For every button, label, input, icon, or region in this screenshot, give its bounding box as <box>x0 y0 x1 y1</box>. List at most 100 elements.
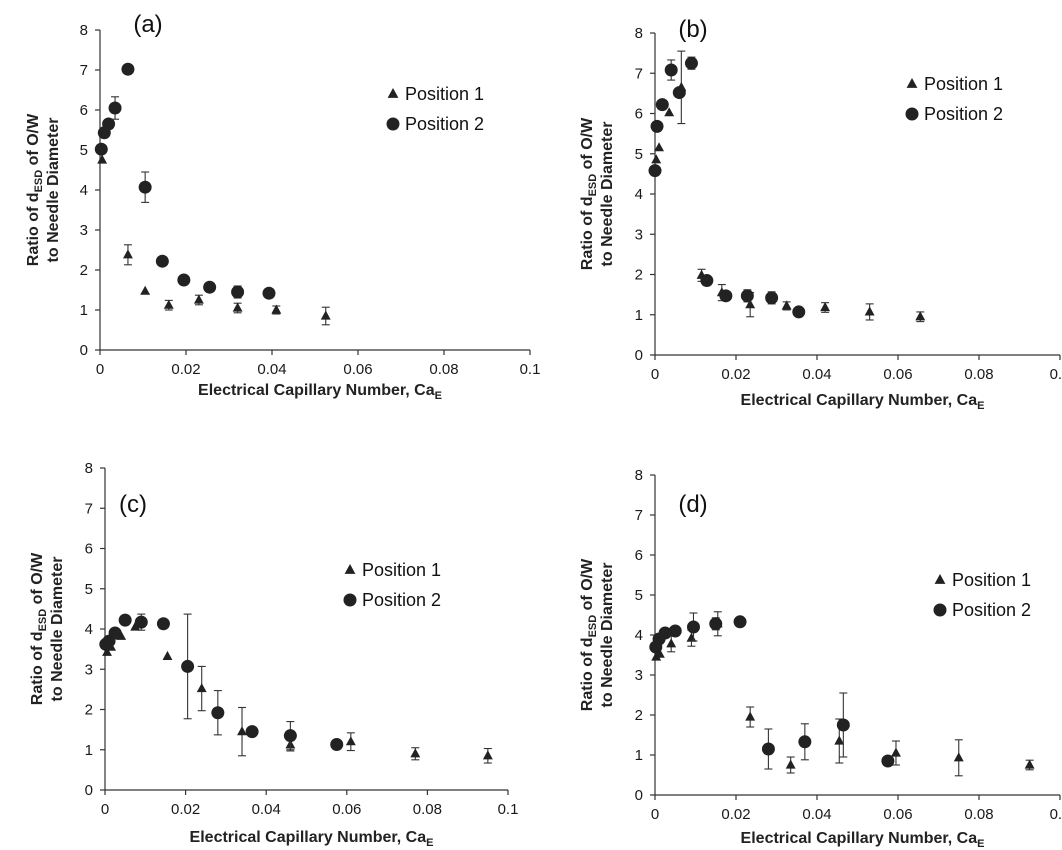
data-point-circle <box>650 119 664 133</box>
legend-marker-circle <box>905 107 919 121</box>
chart-panel-2: 0 1 2 3 4 5 6 7 8 0 0.02 0.04 0.06 0.08 0.1 (b) Electric… <box>579 16 1062 412</box>
series-position-2 <box>99 613 344 752</box>
x-tick-label: 0.04 <box>252 801 281 818</box>
data-point-triangle <box>271 304 282 314</box>
data-point-triangle <box>140 285 151 295</box>
y-tick-label: 4 <box>85 621 93 638</box>
data-point-triangle <box>163 299 174 309</box>
x-tick-label: 0.1 <box>498 801 519 818</box>
data-point-triangle <box>654 648 665 658</box>
legend-label: Position 2 <box>362 590 441 610</box>
data-point-triangle <box>953 752 964 762</box>
y-tick-label: 2 <box>80 262 88 279</box>
y-tick-label: 1 <box>85 742 93 759</box>
data-point-circle <box>881 754 895 768</box>
data-point-circle <box>719 289 733 303</box>
data-point-triangle <box>785 759 796 769</box>
data-point-triangle <box>664 107 675 117</box>
y-axis-title-line2: to Needle Diameter <box>49 557 66 702</box>
legend-marker-triangle <box>934 574 946 584</box>
data-point-circle <box>177 273 191 287</box>
data-point-triangle <box>162 650 173 660</box>
data-point-circle <box>203 280 217 294</box>
x-tick-label: 0.08 <box>964 806 993 823</box>
y-tick-label: 1 <box>80 302 88 319</box>
legend-label: Position 1 <box>405 84 484 104</box>
y-tick-label: 0 <box>80 342 88 359</box>
y-tick-label: 2 <box>635 267 643 284</box>
y-axis-title-line1: Ratio of dESD of O/W <box>29 552 49 705</box>
y-axis-title-line2: to Needle Diameter <box>45 118 62 263</box>
data-point-circle <box>108 101 122 115</box>
data-point-triangle <box>781 300 792 310</box>
series-position-1 <box>97 154 331 326</box>
x-tick-label: 0.06 <box>343 361 372 378</box>
chart-panel-3: 0 1 2 3 4 5 6 7 8 0 0.02 0.04 0.06 0.08 0.1 (c) Electric… <box>29 460 518 849</box>
x-tick-label: 0.02 <box>171 801 200 818</box>
x-tick-label: 0.06 <box>332 801 361 818</box>
data-point-circle <box>134 615 148 629</box>
x-axis-title: Electrical Capillary Number, CaE <box>190 829 434 849</box>
legend-marker-circle <box>386 117 400 131</box>
x-tick-label: 0 <box>96 361 104 378</box>
x-tick-label: 0.04 <box>802 806 831 823</box>
x-tick-label: 0.02 <box>171 361 200 378</box>
data-point-circle <box>700 274 714 288</box>
y-tick-label: 2 <box>85 702 93 719</box>
data-point-triangle <box>196 683 207 693</box>
data-point-circle <box>156 617 170 631</box>
data-point-circle <box>108 626 122 640</box>
data-point-circle <box>181 659 195 673</box>
panel-label: (a) <box>133 11 162 38</box>
y-tick-label: 1 <box>635 307 643 324</box>
data-point-circle <box>102 117 116 131</box>
data-point-circle <box>709 617 723 631</box>
y-tick-label: 0 <box>635 347 643 364</box>
data-point-triangle <box>130 621 141 631</box>
legend-label: Position 1 <box>952 570 1031 590</box>
data-point-triangle <box>864 306 875 316</box>
data-point-circle <box>765 291 779 305</box>
y-tick-label: 5 <box>80 142 88 159</box>
x-tick-label: 0.08 <box>413 801 442 818</box>
data-point-triangle <box>745 711 756 721</box>
x-tick-label: 0 <box>101 801 109 818</box>
data-point-circle <box>211 706 225 720</box>
data-point-circle <box>658 626 672 640</box>
y-tick-label: 6 <box>635 106 643 123</box>
data-point-circle <box>740 289 754 303</box>
x-tick-label: 0.02 <box>721 366 750 383</box>
data-point-circle <box>283 729 297 743</box>
y-tick-label: 4 <box>635 627 643 644</box>
data-point-triangle <box>232 302 243 312</box>
legend-marker-triangle <box>344 564 356 574</box>
y-tick-label: 7 <box>85 500 93 517</box>
legend-marker-triangle <box>387 88 399 98</box>
x-tick-label: 0.08 <box>964 366 993 383</box>
y-tick-label: 8 <box>635 25 643 42</box>
legend-marker-circle <box>933 603 947 617</box>
data-point-triangle <box>686 632 697 642</box>
y-tick-label: 6 <box>85 541 93 558</box>
data-point-circle <box>118 613 132 627</box>
y-tick-label: 2 <box>635 707 643 724</box>
data-point-triangle <box>482 750 493 760</box>
data-point-triangle <box>745 299 756 309</box>
data-point-triangle <box>123 249 133 259</box>
data-point-circle <box>836 718 850 732</box>
chart-panel-1: 0 1 2 3 4 5 6 7 8 0 0.02 0.04 0.06 0.08 0.1 (a) Electric… <box>25 11 540 402</box>
data-point-circle <box>655 98 669 112</box>
y-tick-label: 8 <box>85 460 93 477</box>
y-tick-label: 3 <box>85 661 93 678</box>
x-tick-label: 0.1 <box>1050 366 1062 383</box>
data-point-circle <box>761 742 775 756</box>
panel-label: (c) <box>119 491 147 518</box>
data-point-circle <box>121 62 135 76</box>
y-tick-label: 7 <box>635 507 643 524</box>
x-tick-label: 0.02 <box>721 806 750 823</box>
data-point-circle <box>648 164 662 178</box>
y-tick-label: 4 <box>635 186 643 203</box>
chart-panel-4: 0 1 2 3 4 5 6 7 8 0 0.02 0.04 0.06 0.08 0.1 (d) Electric… <box>579 467 1062 850</box>
y-tick-label: 0 <box>85 782 93 799</box>
